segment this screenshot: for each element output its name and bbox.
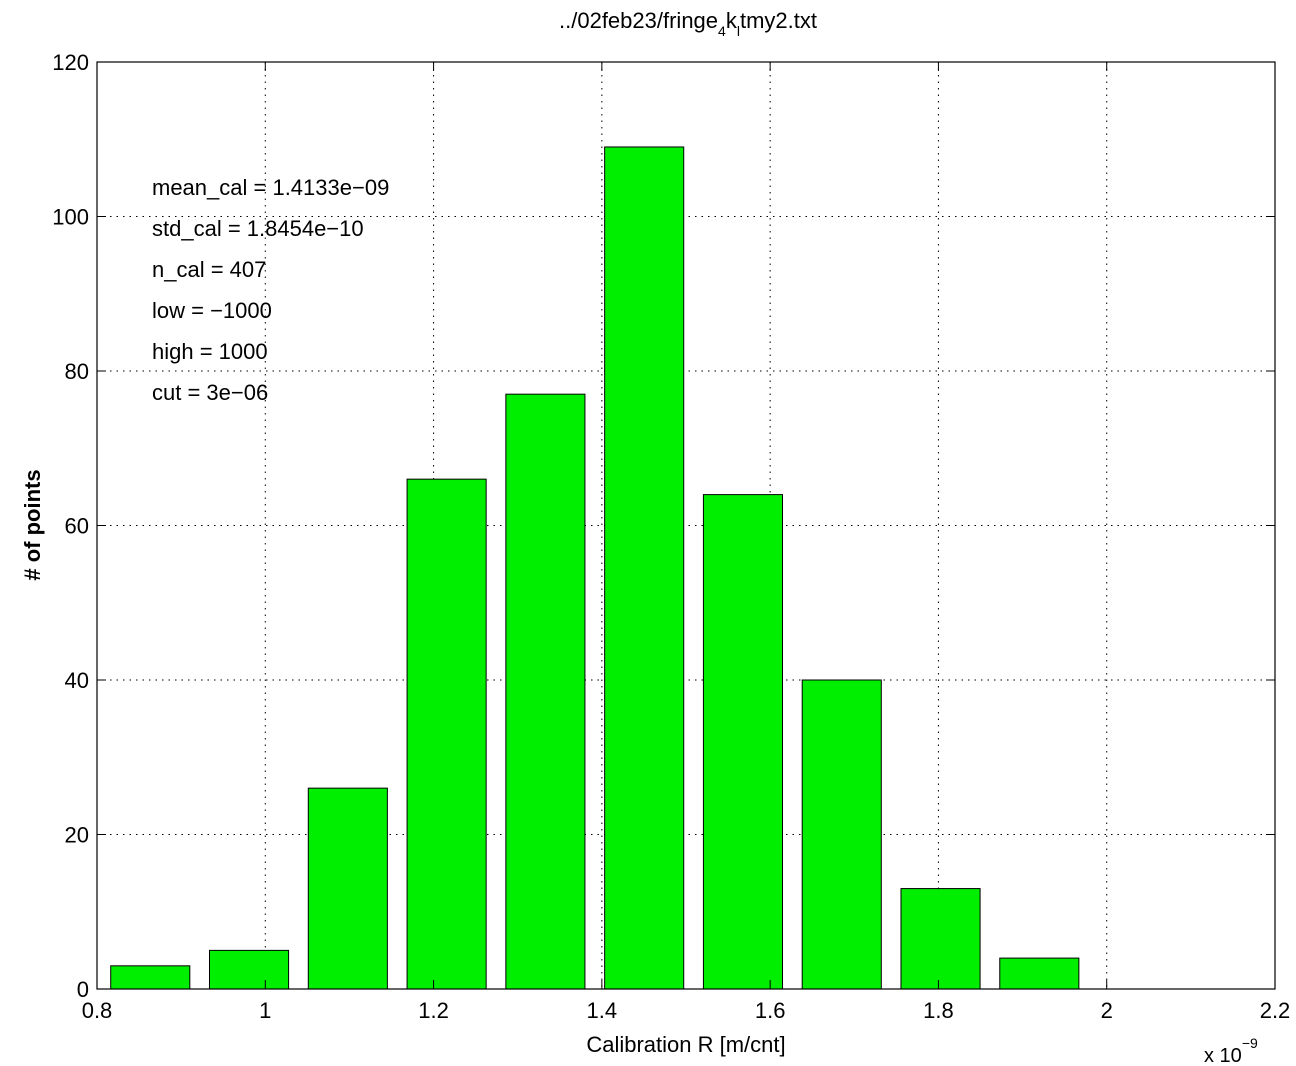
x-axis-label: Calibration R [m/cnt] bbox=[586, 1032, 785, 1057]
grid-lines bbox=[97, 62, 1275, 989]
histogram-bar bbox=[307, 787, 388, 990]
bars bbox=[110, 146, 1080, 990]
chart-title: ../02feb23/fringe4kltmy2.txt bbox=[559, 8, 817, 39]
y-tick-labels: 0 20 40 60 80 100 120 bbox=[52, 50, 89, 1002]
x-tick-label: 1.8 bbox=[923, 998, 954, 1023]
y-tick-label: 40 bbox=[65, 668, 89, 693]
x-tick-label: 2 bbox=[1101, 998, 1113, 1023]
tick-marks bbox=[96, 61, 1276, 990]
stats-annotation-line: low = −1000 bbox=[152, 298, 272, 323]
stats-annotation-line: std_cal = 1.8454e−10 bbox=[152, 216, 364, 241]
stats-annotation-line: cut = 3e−06 bbox=[152, 380, 268, 405]
x-tick-label: 2.2 bbox=[1260, 998, 1291, 1023]
histogram-bar bbox=[604, 146, 685, 990]
y-tick-label: 80 bbox=[65, 359, 89, 384]
y-tick-label: 0 bbox=[77, 977, 89, 1002]
x-tick-label: 1.4 bbox=[587, 998, 618, 1023]
histogram-bar bbox=[900, 888, 981, 990]
histogram-bar bbox=[702, 494, 784, 990]
histogram-bar bbox=[999, 957, 1080, 990]
y-tick-label: 100 bbox=[52, 205, 89, 230]
x-exponent: x 10−9 bbox=[1204, 1035, 1258, 1066]
stats-annotation-line: high = 1000 bbox=[152, 339, 268, 364]
y-tick-label: 60 bbox=[65, 514, 89, 539]
stats-annotation-line: n_cal = 407 bbox=[152, 257, 266, 282]
y-tick-label: 20 bbox=[65, 823, 89, 848]
histogram-bar bbox=[505, 393, 586, 990]
histogram-bar bbox=[801, 679, 882, 990]
histogram-bar bbox=[208, 949, 290, 990]
stats-annotation-line: mean_cal = 1.4133e−09 bbox=[152, 175, 389, 200]
y-axis-label: # of points bbox=[20, 469, 45, 580]
y-tick-label: 120 bbox=[52, 50, 89, 75]
histogram-bar bbox=[406, 478, 487, 990]
x-tick-label: 1 bbox=[259, 998, 271, 1023]
x-tick-label: 1.2 bbox=[418, 998, 449, 1023]
histogram-bar bbox=[110, 965, 191, 990]
x-tick-label: 0.8 bbox=[82, 998, 113, 1023]
x-tick-labels: 0.8 1 1.2 1.4 1.6 1.8 2 2.2 bbox=[82, 998, 1291, 1023]
stats-annotations: mean_cal = 1.4133e−09 std_cal = 1.8454e−1… bbox=[152, 175, 389, 405]
x-tick-label: 1.6 bbox=[755, 998, 786, 1023]
